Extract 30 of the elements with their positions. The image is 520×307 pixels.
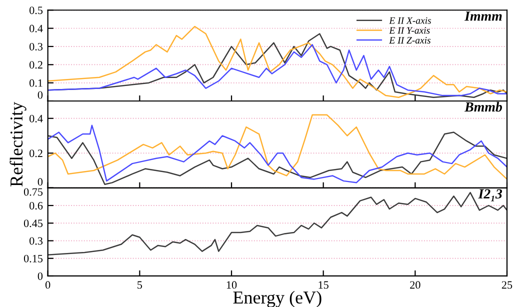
x-tick-label: 5: [138, 281, 142, 289]
x-axis-title: Energy (eV): [233, 290, 322, 307]
y-tick-label: 0.75: [24, 188, 43, 196]
line-series: [48, 44, 507, 96]
annotation: Bmmb: [464, 102, 502, 112]
y-axis-title: Reflectivity: [10, 102, 26, 187]
y-tick-label: 0.1: [30, 79, 42, 87]
x-tick-label: 25: [502, 281, 512, 289]
y-tick-label: 0.3: [30, 42, 43, 50]
x-tick-label: 0: [45, 281, 50, 289]
y-tick-label: 0.2: [30, 61, 42, 69]
annotation: I2₁3: [478, 189, 502, 202]
y-tick-label: 0.5: [30, 6, 43, 14]
y-tick-label: 0.3: [30, 237, 43, 245]
y-tick-label: 0.45: [24, 220, 43, 228]
y-tick-label: 0: [38, 91, 43, 99]
y-tick-label: 0: [38, 178, 43, 186]
legend-label: E II Z-axis: [389, 37, 430, 44]
annotation: Immm: [464, 12, 502, 21]
y-tick-label: 0.6: [30, 202, 43, 210]
x-tick-label: 15: [318, 281, 328, 289]
y-tick-label: 0.2: [30, 150, 42, 158]
y-tick-label: 0.15: [24, 254, 43, 262]
y-tick-label: 0.4: [30, 24, 43, 32]
y-tick-label: 0: [38, 272, 43, 280]
y-tick-label: 0.4: [30, 114, 43, 122]
legend-label: E II Y-axis: [389, 27, 430, 34]
x-tick-label: 10: [226, 281, 237, 289]
legend-label: E II X-axis: [389, 17, 432, 24]
x-tick-label: 20: [410, 281, 420, 289]
